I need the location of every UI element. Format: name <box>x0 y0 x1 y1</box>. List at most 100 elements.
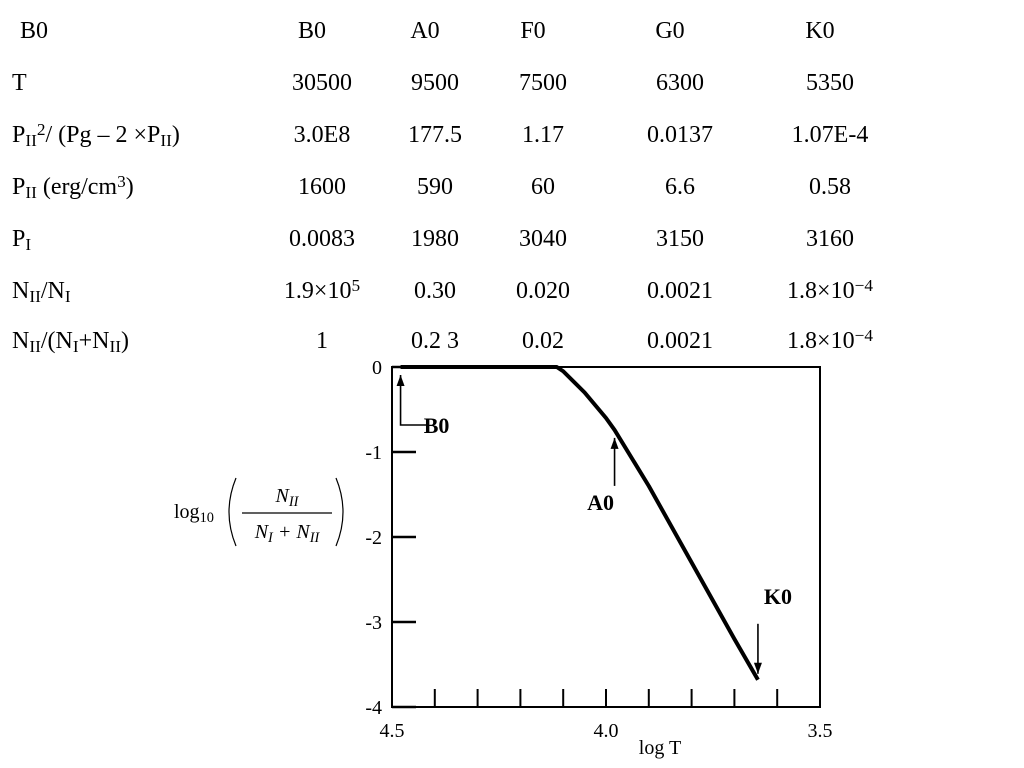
y-tick-label: -4 <box>365 697 382 719</box>
text-segment: ) <box>172 122 180 148</box>
text: 3040 <box>519 226 567 252</box>
text: 0.02 <box>522 328 564 354</box>
text: 0.58 <box>809 174 851 200</box>
text: K0 <box>805 18 834 44</box>
supscript: −4 <box>855 326 874 345</box>
text-segment: +N <box>79 328 110 354</box>
text: PII (erg/cm3) <box>12 172 134 202</box>
text-segment: P <box>12 122 25 148</box>
subscript: II <box>309 530 321 546</box>
arrow-head <box>396 375 405 386</box>
text: 0.020 <box>516 278 570 304</box>
text: 0.0137 <box>647 122 713 148</box>
text-segment: ) <box>126 174 134 200</box>
text: 0.2 3 <box>411 328 459 354</box>
supscript: −4 <box>855 276 874 295</box>
text-segment: / (Pg – 2 ×P <box>46 122 161 148</box>
text-segment: T <box>12 70 27 96</box>
x-tick-label: 4.0 <box>594 720 619 742</box>
text: 3160 <box>806 226 854 252</box>
annotation-label: K0 <box>764 584 792 609</box>
text-segment: 1.9×10 <box>284 278 352 304</box>
text: 0.0021 <box>647 328 713 354</box>
text: F0 <box>520 18 545 44</box>
text-segment: /(N <box>41 328 73 354</box>
annotation-label: B0 <box>424 413 450 438</box>
supscript: 5 <box>351 276 360 295</box>
subscript: II <box>25 131 37 150</box>
text: NII/(NI+NII) <box>12 328 129 356</box>
subscript: I <box>65 287 71 306</box>
text-segment: N <box>12 278 29 304</box>
text-segment: N <box>254 521 270 543</box>
subscript: 10 <box>200 510 214 526</box>
x-tick-label: 3.5 <box>808 720 833 742</box>
text: 9500 <box>411 70 459 96</box>
text: 6.6 <box>665 174 695 200</box>
text: 1.8×10−4 <box>787 326 873 354</box>
y-tick-label: -2 <box>365 527 382 549</box>
text: 590 <box>417 174 453 200</box>
subscript: II <box>109 337 121 356</box>
text: 3150 <box>656 226 704 252</box>
subscript: I <box>267 530 274 546</box>
text: 1.8×10−4 <box>787 276 873 304</box>
y-tick-label: -1 <box>365 442 382 464</box>
supscript: 2 <box>37 120 46 139</box>
text-segment: ) <box>121 328 129 354</box>
subscript: II <box>29 337 41 356</box>
paren-left <box>228 477 237 547</box>
arrow-head <box>753 662 762 674</box>
text-segment: 1.8×10 <box>787 328 855 354</box>
text: log10 <box>174 501 214 526</box>
text: PII2/ (Pg – 2 ×PII) <box>12 120 180 150</box>
text: 30500 <box>292 70 352 96</box>
text: 1600 <box>298 174 346 200</box>
text: 0.30 <box>414 278 456 304</box>
text: B0 <box>20 18 48 44</box>
text: 60 <box>531 174 555 200</box>
text-segment: N <box>12 328 29 354</box>
text-segment: /N <box>41 278 65 304</box>
subscript: I <box>25 235 31 254</box>
text: G0 <box>655 18 684 44</box>
paren-right <box>335 477 344 547</box>
text: 7500 <box>519 70 567 96</box>
text-segment: N <box>275 485 291 507</box>
text-segment: (erg/cm <box>37 174 118 200</box>
annotation-arrow <box>399 375 427 426</box>
supscript: 3 <box>117 172 126 191</box>
subscript: II <box>288 494 300 510</box>
text-segment: 1.8×10 <box>787 278 855 304</box>
y-tick-label: -3 <box>365 612 382 634</box>
x-tick-label: 4.5 <box>380 720 405 742</box>
arrow-head <box>610 437 619 449</box>
text: A0 <box>410 18 439 44</box>
text: B0 <box>298 18 326 44</box>
text: 1980 <box>411 226 459 252</box>
text: NI + NII <box>254 521 321 546</box>
text: 1.07E-4 <box>792 122 869 148</box>
text: 1.17 <box>522 122 564 148</box>
text: 1.9×105 <box>284 276 360 304</box>
text: 0.0021 <box>647 278 713 304</box>
text: PI <box>12 226 31 254</box>
y-tick-label: 0 <box>372 357 382 379</box>
text: NII/NI <box>12 278 71 306</box>
text: 1 <box>316 328 328 354</box>
text: 177.5 <box>408 122 462 148</box>
text-segment: P <box>12 174 25 200</box>
subscript: I <box>73 337 79 356</box>
annotation-label: A0 <box>587 490 614 515</box>
curve <box>400 365 760 681</box>
subscript: II <box>160 131 172 150</box>
text: 0.0083 <box>289 226 355 252</box>
text-segment: log <box>174 501 200 523</box>
subscript: II <box>25 183 37 202</box>
text: 6300 <box>656 70 704 96</box>
text: 3.0E8 <box>294 122 351 148</box>
text-segment: + N <box>273 521 311 543</box>
text: NII <box>275 485 300 510</box>
